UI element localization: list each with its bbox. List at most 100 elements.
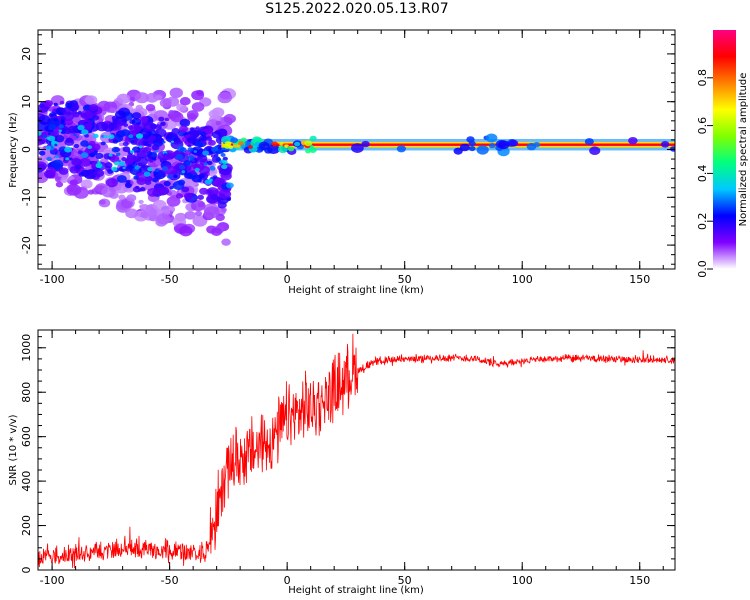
noise-blob <box>206 187 219 197</box>
noise-blob <box>178 125 188 133</box>
snr-ytick-label: 1000 <box>20 334 33 362</box>
noise-blob <box>51 159 64 169</box>
noise-blob-strong <box>222 160 228 165</box>
noise-blob <box>189 129 200 138</box>
noise-blob-faint <box>87 189 95 195</box>
noise-blob <box>140 186 146 192</box>
noise-blob-faint <box>210 227 222 237</box>
noise-blob-faint <box>208 109 220 119</box>
noise-blob <box>206 160 213 166</box>
noise-blob <box>72 110 78 115</box>
spec-xtick-label: 100 <box>512 273 533 286</box>
tone-start-hot <box>224 141 232 147</box>
noise-blob-strong <box>38 131 42 136</box>
noise-blob <box>156 187 168 196</box>
noise-blob <box>116 175 127 183</box>
noise-blob-strong <box>46 156 52 161</box>
snr-xtick-label: 50 <box>398 574 412 587</box>
tone-start-hot <box>271 141 278 147</box>
noise-blob-strong <box>154 168 160 172</box>
noise-blob <box>158 116 165 122</box>
spec-ytick-label: 20 <box>20 47 33 61</box>
noise-blob-strong <box>92 133 99 139</box>
noise-blob <box>218 189 232 199</box>
noise-blob <box>73 143 80 149</box>
noise-blob-faint <box>138 199 144 204</box>
noise-blob <box>95 121 109 132</box>
colorbar-tick-label: 0.6 <box>696 117 709 135</box>
noise-blob <box>155 137 164 143</box>
colorbar: 0.0 0.2 0.4 0.6 0.8 Normalized spectral ampli… <box>696 30 749 278</box>
colorbar-tick-label: 0.8 <box>696 69 709 87</box>
tone-bump <box>195 141 204 147</box>
noise-blob-strong <box>143 171 151 177</box>
tone-bump <box>669 146 675 152</box>
noise-blob-strong <box>89 152 96 158</box>
tone-bump <box>198 134 207 141</box>
noise-blob <box>67 125 78 134</box>
noise-blob-faint <box>139 204 145 209</box>
noise-blob-strong <box>179 147 187 153</box>
noise-blob-faint <box>178 225 193 237</box>
noise-blob-faint <box>134 92 150 104</box>
noise-blob-strong <box>87 145 93 149</box>
snr-plot: -100 -50 0 50 100 150 0 200 400 600 800 1000 Height … <box>8 329 676 596</box>
noise-blob-faint <box>179 97 191 106</box>
noise-blob-strong <box>54 143 58 147</box>
chart-title: S125.2022.020.05.13.R07 <box>265 1 449 17</box>
noise-blob-faint <box>118 142 125 147</box>
noise-blob-strong <box>204 179 212 185</box>
noise-blob <box>122 146 131 153</box>
noise-blob-strong <box>194 167 200 172</box>
tone-bump <box>468 140 476 147</box>
noise-blob-faint <box>162 208 171 215</box>
spec-xtick-label: -100 <box>40 273 65 286</box>
noise-blob <box>41 107 46 111</box>
noise-blob-strong <box>147 166 153 172</box>
noise-blob-faint <box>155 94 163 101</box>
noise-blob-strong <box>48 124 57 131</box>
noise-blob-strong <box>47 135 56 142</box>
noise-blob-faint <box>176 103 187 112</box>
noise-blob-faint <box>169 87 183 98</box>
noise-blob-strong <box>51 140 56 144</box>
noise-blob <box>175 193 184 199</box>
noise-blob <box>53 117 58 122</box>
noise-blob <box>53 102 58 107</box>
noise-blob-faint <box>109 107 117 114</box>
noise-blob <box>198 173 205 179</box>
colorbar-tick-label: 0.0 <box>696 260 709 278</box>
noise-blob <box>181 186 190 193</box>
snr-xtick-label: -50 <box>161 574 179 587</box>
noise-blob <box>121 129 131 137</box>
tone-bump <box>488 142 496 149</box>
snr-ytick-label: 800 <box>20 382 33 403</box>
colorbar-tick-label: 0.4 <box>696 165 709 183</box>
noise-blob <box>109 155 120 163</box>
tone-bump <box>453 147 463 155</box>
noise-blob-strong <box>108 153 113 157</box>
noise-blob-strong <box>58 129 62 132</box>
noise-blob-faint <box>84 95 98 105</box>
noise-blob <box>151 144 160 151</box>
snr-xtick-label: 100 <box>512 574 533 587</box>
noise-blob <box>197 178 203 183</box>
noise-blob <box>78 171 85 177</box>
noise-blob <box>60 108 66 113</box>
noise-blob-strong <box>151 151 158 157</box>
noise-blob-faint <box>69 179 78 186</box>
tone-bump <box>206 136 213 141</box>
snr-ytick-label: 0 <box>20 567 33 574</box>
tone-start-blob <box>264 147 273 154</box>
noise-blob-strong <box>65 157 70 161</box>
noise-blob-faint <box>169 111 184 123</box>
tone-bump <box>584 138 594 146</box>
noise-blob-faint <box>221 238 231 246</box>
noise-blob-strong <box>187 155 195 161</box>
noise-blob <box>65 137 73 143</box>
noise-blob-strong <box>187 147 194 152</box>
noise-blob-strong <box>163 152 167 156</box>
noise-blob-strong <box>81 129 89 135</box>
snr-xtick-label: 150 <box>629 574 650 587</box>
